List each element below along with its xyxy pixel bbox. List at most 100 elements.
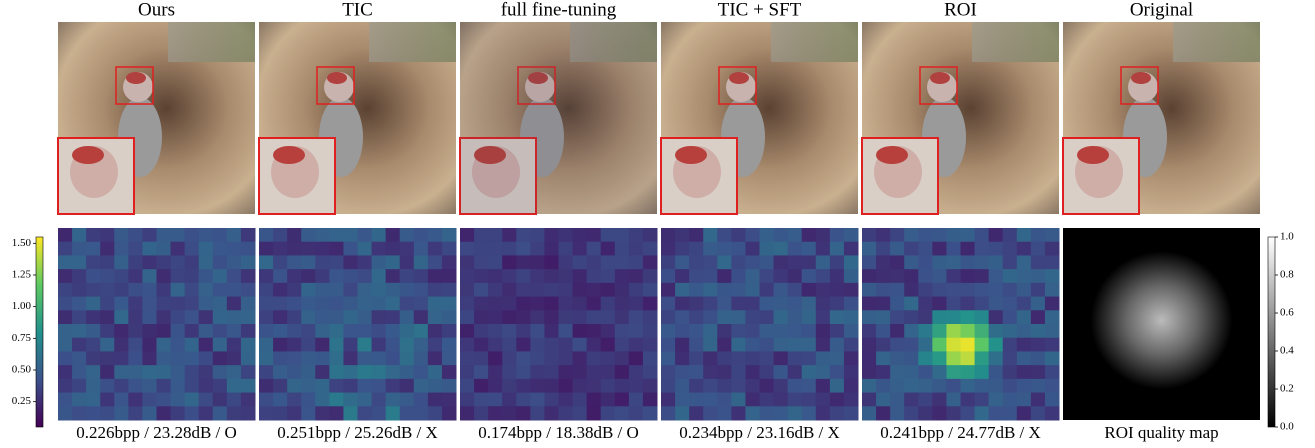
heat-cell xyxy=(643,255,658,269)
heat-cell xyxy=(731,393,746,407)
heat-cell xyxy=(559,310,574,324)
heat-cell xyxy=(301,351,316,365)
heat-cell xyxy=(259,310,274,324)
heat-cell xyxy=(1017,379,1032,393)
heat-cell xyxy=(301,393,316,407)
heat-cell xyxy=(516,365,531,379)
heat-cell xyxy=(1045,255,1060,269)
heat-cell xyxy=(114,351,129,365)
heat-cell xyxy=(890,324,905,338)
heat-cell xyxy=(844,379,859,393)
heat-cell xyxy=(428,228,443,242)
heat-cell xyxy=(932,365,947,379)
heat-cell xyxy=(460,379,475,393)
heat-cell xyxy=(474,393,489,407)
heat-cell xyxy=(675,338,690,352)
heat-cell xyxy=(502,324,517,338)
heat-cell xyxy=(862,269,877,283)
heat-cell xyxy=(601,283,616,297)
heat-cell xyxy=(287,255,302,269)
heat-cell xyxy=(918,379,933,393)
heat-cell xyxy=(185,338,200,352)
heat-cell xyxy=(661,393,676,407)
heat-cell xyxy=(802,269,817,283)
heat-cell xyxy=(428,297,443,311)
heat-cell xyxy=(227,269,242,283)
heat-cell xyxy=(601,393,616,407)
heat-cell xyxy=(587,242,602,256)
heat-cell xyxy=(717,324,732,338)
heatmap xyxy=(661,228,859,421)
heat-cell xyxy=(830,242,845,256)
heat-cell xyxy=(301,379,316,393)
heat-cell xyxy=(287,324,302,338)
heat-cell xyxy=(946,297,961,311)
heat-cell xyxy=(1017,406,1032,420)
heat-cell xyxy=(428,393,443,407)
heat-cell xyxy=(185,393,200,407)
heat-cell xyxy=(273,283,288,297)
heat-cell xyxy=(343,406,358,420)
heat-cell xyxy=(241,297,256,311)
heat-cell xyxy=(301,255,316,269)
heat-cell xyxy=(731,379,746,393)
heat-cell xyxy=(414,283,429,297)
heat-cell xyxy=(731,297,746,311)
heat-cell xyxy=(287,242,302,256)
colorbar-tick-label: 1.00 xyxy=(12,300,32,312)
heat-cell xyxy=(358,255,373,269)
heat-cell xyxy=(731,283,746,297)
heat-cell xyxy=(1031,379,1046,393)
heat-cell xyxy=(629,269,644,283)
heat-cell xyxy=(961,269,976,283)
heat-cell xyxy=(400,228,415,242)
heat-cell xyxy=(315,310,330,324)
heat-cell xyxy=(128,297,143,311)
heat-cell xyxy=(315,406,330,420)
heat-cell xyxy=(502,283,517,297)
heat-cell xyxy=(703,283,718,297)
heat-cell xyxy=(442,338,457,352)
heat-cell xyxy=(114,324,129,338)
heat-cell xyxy=(975,365,990,379)
colorbar xyxy=(1268,237,1275,427)
heat-cell xyxy=(745,324,760,338)
heat-cell xyxy=(414,324,429,338)
heat-cell xyxy=(358,228,373,242)
heat-cell xyxy=(844,228,859,242)
heat-cell xyxy=(460,324,475,338)
heat-cell xyxy=(414,297,429,311)
heat-cell xyxy=(876,338,891,352)
heat-cell xyxy=(989,324,1004,338)
heat-cell xyxy=(199,228,214,242)
heat-cell xyxy=(315,393,330,407)
heat-cell xyxy=(530,338,545,352)
heat-cell xyxy=(100,324,115,338)
heat-cell xyxy=(643,406,658,420)
heat-cell xyxy=(760,365,775,379)
heat-cell xyxy=(643,242,658,256)
heat-cell xyxy=(428,365,443,379)
heat-cell xyxy=(816,310,831,324)
heat-cell xyxy=(615,242,630,256)
heat-cell xyxy=(1017,393,1032,407)
heat-cell xyxy=(428,351,443,365)
heat-cell xyxy=(675,365,690,379)
heat-cell xyxy=(629,255,644,269)
heat-cell xyxy=(442,297,457,311)
heat-cell xyxy=(213,269,228,283)
photo xyxy=(58,22,255,214)
heat-cell xyxy=(213,351,228,365)
heat-cell xyxy=(615,269,630,283)
heat-cell xyxy=(372,338,387,352)
heat-cell xyxy=(329,283,344,297)
heat-cell xyxy=(114,269,129,283)
heat-cell xyxy=(460,297,475,311)
heat-cell xyxy=(1003,242,1018,256)
heat-cell xyxy=(830,310,845,324)
heat-cell xyxy=(774,297,789,311)
heat-cell xyxy=(474,269,489,283)
heat-cell xyxy=(72,365,87,379)
heat-cell xyxy=(989,310,1004,324)
heat-cell xyxy=(745,393,760,407)
